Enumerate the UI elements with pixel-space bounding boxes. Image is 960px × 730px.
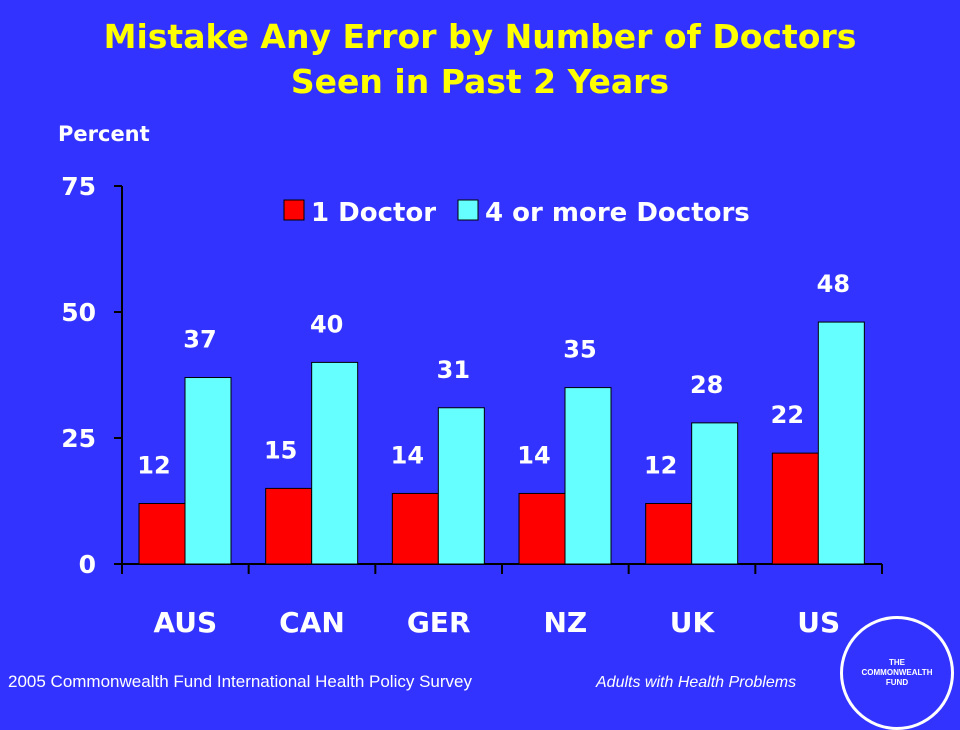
x-tick-label: AUS bbox=[153, 606, 217, 639]
data-label: 35 bbox=[563, 336, 596, 364]
bar-one-doctor bbox=[771, 452, 819, 565]
bar-one-doctor bbox=[265, 487, 313, 565]
data-label: 48 bbox=[817, 270, 850, 298]
bar-four-plus-doctors bbox=[691, 422, 739, 565]
data-label: 14 bbox=[517, 441, 550, 469]
data-label: 22 bbox=[771, 401, 804, 429]
legend-swatch-one-doctor bbox=[283, 199, 305, 221]
data-label: 31 bbox=[437, 356, 470, 384]
logo-line: THE bbox=[889, 658, 905, 667]
x-tick-label: GER bbox=[407, 606, 471, 639]
bar-one-doctor bbox=[518, 492, 566, 565]
logo-line: FUND bbox=[885, 678, 909, 687]
bar-four-plus-doctors bbox=[437, 407, 485, 565]
x-tick-label: NZ bbox=[543, 606, 587, 639]
data-label: 28 bbox=[690, 371, 723, 399]
y-tick-label: 0 bbox=[79, 550, 96, 579]
source-note: 2005 Commonwealth Fund International Hea… bbox=[8, 672, 472, 691]
x-tick-label: UK bbox=[670, 606, 716, 639]
legend-swatch-four-plus-doctors bbox=[457, 199, 479, 221]
y-tick-label: 75 bbox=[61, 172, 96, 201]
bar-four-plus-doctors bbox=[184, 377, 232, 565]
bar-four-plus-doctors bbox=[817, 321, 865, 565]
chart-title-line-2: Seen in Past 2 Years bbox=[290, 62, 670, 101]
legend-label: 4 or more Doctors bbox=[485, 198, 750, 228]
chart-title-line-1: Mistake Any Error by Number of Doctors bbox=[103, 17, 857, 56]
bar-one-doctor bbox=[391, 492, 439, 565]
data-label: 14 bbox=[391, 441, 424, 469]
y-axis-label: Percent bbox=[58, 122, 150, 146]
commonwealth-fund-logo: THE COMMONWEALTH FUND bbox=[840, 616, 954, 730]
x-tick-label: US bbox=[797, 606, 840, 639]
y-tick-label: 25 bbox=[61, 424, 96, 453]
data-label: 40 bbox=[310, 310, 343, 338]
x-tick-label: CAN bbox=[279, 606, 345, 639]
data-label: 12 bbox=[644, 452, 677, 480]
data-label: 15 bbox=[264, 436, 297, 464]
data-label: 12 bbox=[137, 452, 170, 480]
y-tick-label: 50 bbox=[61, 298, 96, 327]
bar-four-plus-doctors bbox=[311, 361, 359, 565]
bar-four-plus-doctors bbox=[564, 387, 612, 565]
logo-line: COMMONWEALTH bbox=[861, 668, 933, 677]
chart-title: Mistake Any Error by Number of Doctors S… bbox=[0, 14, 960, 104]
data-label: 37 bbox=[183, 326, 216, 354]
bar-one-doctor bbox=[645, 503, 693, 565]
bar-one-doctor bbox=[138, 503, 186, 565]
legend-label: 1 Doctor bbox=[311, 198, 436, 228]
population-note: Adults with Health Problems bbox=[596, 674, 797, 691]
